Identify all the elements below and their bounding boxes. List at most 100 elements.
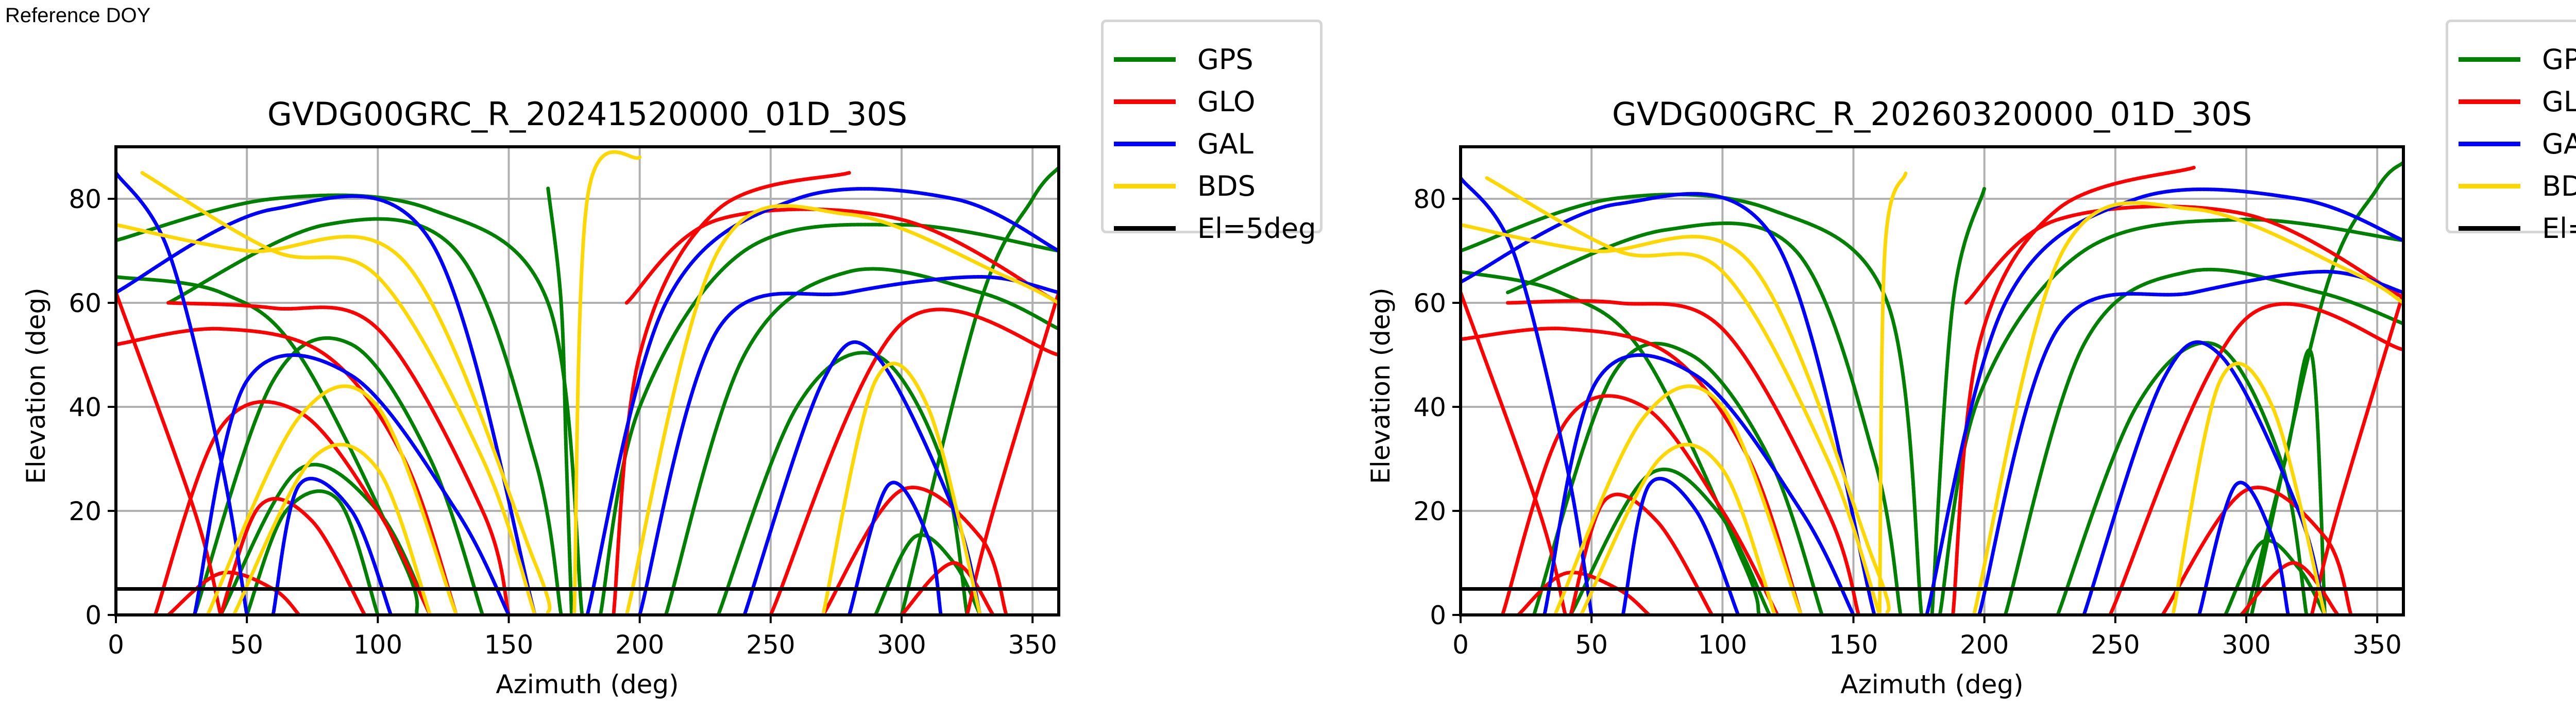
legend-item-gps: GPS — [1114, 43, 1253, 76]
y-tick-label: 20 — [69, 496, 101, 526]
reference-doy-label: Reference DOY — [5, 4, 151, 27]
x-tick-label: 250 — [2091, 630, 2140, 660]
legend-swatch — [1114, 99, 1176, 104]
y-tick-label: 60 — [69, 288, 101, 318]
axes-frame — [1459, 145, 2405, 616]
y-tick-label: 40 — [69, 392, 101, 422]
track-gps — [2003, 267, 2403, 615]
track-bds — [206, 384, 459, 615]
legend-label: BDS — [2542, 169, 2576, 202]
x-tick-label: 350 — [2352, 630, 2401, 660]
track-bds — [1461, 223, 1891, 615]
legend-swatch — [2459, 99, 2520, 104]
x-tick-label: 300 — [877, 630, 926, 660]
track-gal — [2197, 481, 2290, 615]
track-gal — [1621, 476, 1740, 615]
track-gps — [193, 336, 485, 615]
y-tick-label: 60 — [1413, 288, 1446, 318]
x-tick-label: 0 — [1452, 630, 1469, 660]
skyplot-chart-2: GVDG00GRC_R_20260320000_01D_30S Elevatio… — [1345, 0, 2576, 720]
x-axis-label: Azimuth (deg) — [1840, 670, 2024, 699]
track-bds — [821, 362, 982, 615]
y-tick-label: 0 — [85, 601, 101, 630]
legend-label: El=5deg — [1197, 212, 1316, 245]
x-tick-label: 300 — [2222, 630, 2270, 660]
chart-title: GVDG00GRC_R_20260320000_01D_30S — [1612, 95, 2252, 133]
legend-label: GAL — [1197, 127, 1253, 160]
y-tick-label: 80 — [1413, 184, 1446, 214]
track-glo — [900, 561, 995, 615]
y-axis-label: Elevation (deg) — [1366, 287, 1396, 484]
track-gps — [598, 222, 1059, 615]
track-glo — [612, 171, 851, 615]
track-glo — [2239, 561, 2340, 615]
track-gal — [116, 171, 249, 615]
track-gps — [2223, 539, 2327, 615]
track-gps — [1930, 186, 1987, 615]
track-bds — [232, 442, 432, 615]
track-bds — [572, 150, 642, 615]
x-tick-label: 150 — [484, 630, 533, 660]
track-gal — [271, 476, 393, 615]
track-glo — [218, 496, 367, 615]
legend-item-glo: GLO — [1114, 85, 1256, 118]
track-glo — [1506, 299, 1861, 615]
track-gps — [2056, 341, 2309, 615]
x-tick-label: 100 — [353, 630, 402, 660]
track-gps — [1506, 221, 1903, 615]
x-axis-label: Azimuth (deg) — [496, 670, 679, 699]
track-gal — [1977, 269, 2403, 615]
legend-item-gps: GPS — [2459, 43, 2576, 76]
y-tick-label: 80 — [69, 184, 101, 214]
y-axis-label: Elevation (deg) — [21, 287, 51, 484]
legend-item-gal: GAL — [1114, 127, 1253, 160]
track-glo — [1951, 165, 2196, 615]
axes-frame — [114, 145, 1060, 616]
legend-item-bds: BDS — [2459, 169, 2576, 202]
track-gps — [546, 186, 573, 615]
legend-swatch — [1114, 183, 1176, 188]
track-bds — [1553, 384, 1803, 615]
track-gal — [638, 275, 1059, 615]
track-glo — [2108, 302, 2403, 615]
legend-item-bds: BDS — [1114, 169, 1256, 202]
legend-swatch — [2459, 57, 2520, 62]
legend-label: GAL — [2542, 127, 2576, 160]
track-gps — [1938, 217, 2403, 615]
y-tick-label: 40 — [1413, 392, 1446, 422]
legend-label: GPS — [2542, 43, 2576, 76]
x-tick-label: 150 — [1829, 630, 1878, 660]
legend: GPS GLO GAL BDS El=5deg — [1101, 20, 1323, 245]
track-gal — [1461, 192, 1876, 615]
legend-label: El=5deg — [2542, 212, 2576, 245]
track-glo — [769, 307, 1059, 615]
track-gps — [116, 275, 419, 615]
track-bds — [624, 204, 1059, 615]
skyplot-chart-1: GVDG00GRC_R_20241520000_01D_30S Elevatio… — [21, 20, 1323, 699]
chart-title: GVDG00GRC_R_20241520000_01D_30S — [267, 95, 908, 133]
track-bds — [1877, 171, 1908, 615]
track-gal — [193, 353, 511, 615]
track-gps — [1461, 193, 1924, 615]
plot-area: 0 50 100 150 200 250 300 350 0 20 40 60 80 — [69, 145, 1060, 660]
legend-label: GLO — [1197, 85, 1256, 118]
legend-item-el-5deg: El=5deg — [2459, 212, 2576, 245]
track-bds — [2171, 362, 2327, 615]
legend-item-gal: GAL — [2459, 127, 2576, 160]
legend-label: GPS — [1197, 43, 1253, 76]
track-glo — [2310, 290, 2403, 615]
track-gps — [1569, 467, 1772, 615]
track-glo — [153, 400, 432, 615]
track-gal — [585, 187, 1059, 615]
track-glo — [965, 290, 1059, 615]
x-tick-label: 250 — [746, 630, 795, 660]
track-glo — [2160, 486, 2353, 615]
legend-label: BDS — [1197, 169, 1256, 202]
x-tick-label: 200 — [1960, 630, 2009, 660]
track-bds — [140, 171, 537, 615]
legend-item-el-5deg: El=5deg — [1114, 212, 1316, 245]
legend-swatch — [2459, 141, 2520, 146]
track-gps — [1461, 269, 1761, 615]
track-glo — [166, 301, 511, 615]
track-gps — [664, 267, 1059, 615]
